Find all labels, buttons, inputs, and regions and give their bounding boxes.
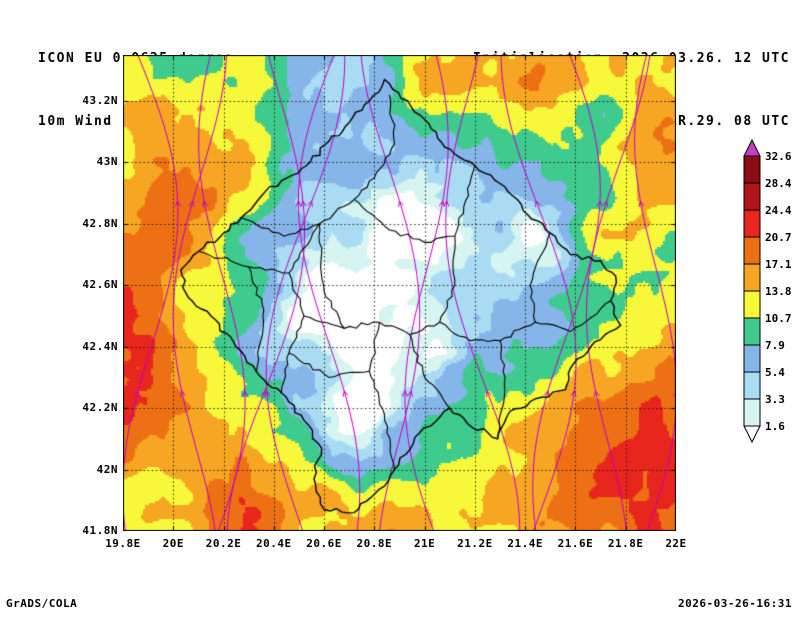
lat-tick-label: 42.8N	[82, 216, 118, 230]
colorbar-under-arrow	[743, 425, 761, 444]
lat-tick-label: 42.4N	[82, 339, 118, 353]
colorbar-band	[743, 290, 761, 319]
wind-map-canvas	[123, 55, 676, 531]
colorbar-band	[743, 155, 761, 184]
colorbar-band	[743, 344, 761, 373]
colorbar-label: 3.3	[765, 393, 785, 406]
lat-tick-label: 42.2N	[82, 401, 118, 415]
colorbar-label: 5.4	[765, 366, 785, 379]
lat-tick-label: 42.6N	[82, 278, 118, 292]
colorbar-label: 17.1	[765, 258, 792, 271]
colorbar-label: 20.7	[765, 231, 792, 244]
colorbar-label: 13.8	[765, 285, 792, 298]
lat-tick-label: 43N	[96, 155, 118, 169]
wind-speed-colorbar: 1.6 3.3 5.4 7.9 10.7 13.8 17.1 20.7 24.4 28.4 32.6	[743, 138, 792, 444]
lon-tick-label: 20.6E	[306, 537, 342, 550]
colorbar-label: 28.4	[765, 177, 792, 190]
colorbar-band	[743, 209, 761, 238]
colorbar-label: 32.6	[765, 150, 792, 163]
colorbar-label: 10.7	[765, 312, 792, 325]
creation-timestamp: 2026-03-26-16:31	[678, 597, 792, 610]
grads-credit: GrADS/COLA	[6, 597, 78, 610]
lat-tick-label: 41.8N	[82, 524, 118, 537]
lon-tick-label: 21.2E	[457, 537, 493, 550]
colorbar-band	[743, 398, 761, 427]
colorbar-band	[743, 182, 761, 211]
lon-tick-label: 20E	[162, 537, 184, 550]
lon-tick-label: 21.6E	[557, 537, 594, 550]
lat-tick-label: 42N	[96, 462, 118, 476]
lon-tick-label: 21.4E	[507, 537, 543, 550]
lon-tick-label: 20.4E	[256, 537, 292, 550]
lat-tick-label: 43.2N	[82, 94, 118, 108]
lon-tick-label: 21E	[413, 537, 436, 550]
colorbar-band	[743, 236, 761, 265]
colorbar-band	[743, 317, 761, 346]
colorbar-over-arrow	[743, 138, 761, 157]
lon-tick-label: 22E	[665, 537, 687, 550]
lon-tick-label: 21.8E	[607, 537, 644, 550]
colorbar-label: 7.9	[765, 339, 785, 352]
colorbar-label: 1.6	[765, 420, 785, 433]
lon-tick-label: 20.8E	[356, 537, 393, 550]
lon-tick-label: 20.2E	[205, 537, 242, 550]
colorbar-label: 24.4	[765, 204, 792, 217]
lon-tick-label: 19.8E	[105, 537, 141, 550]
colorbar-band	[743, 371, 761, 400]
colorbar-band	[743, 263, 761, 292]
